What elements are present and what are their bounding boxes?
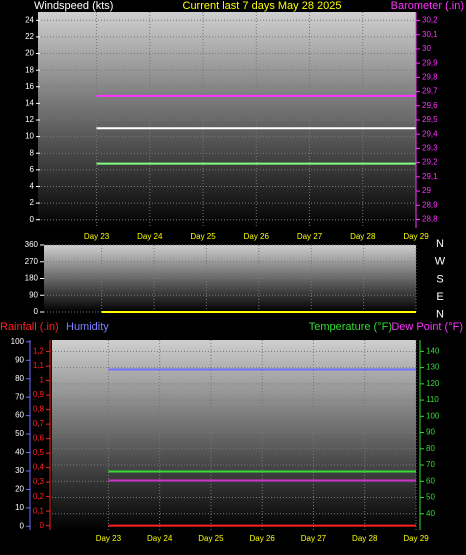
x-tick-label: Day 23 <box>96 534 122 543</box>
tick-label: 4 <box>30 182 35 191</box>
tick-label: 29,3 <box>422 144 438 153</box>
x-tick-label: Day 28 <box>350 232 376 241</box>
x-tick-label: Day 25 <box>198 534 224 543</box>
compass-label: S <box>436 273 443 285</box>
tick-label: 10 <box>15 503 24 512</box>
tick-label: 270 <box>25 257 39 266</box>
barometer-label: Barometer (.in) <box>391 0 464 12</box>
tick-label: 100 <box>11 337 25 346</box>
x-tick-label: Day 26 <box>244 232 270 241</box>
compass-label: W <box>435 256 446 268</box>
tick-label: 28,9 <box>422 200 438 209</box>
x-tick-label: Day 24 <box>147 534 173 543</box>
tick-label: 0,3 <box>33 477 45 486</box>
tick-label: 29,6 <box>422 101 438 110</box>
windspeed-label: Windspeed (kts) <box>34 0 113 12</box>
x-tick-label: Day 25 <box>190 232 216 241</box>
tick-label: 1,1 <box>33 361 45 370</box>
plot-area <box>52 340 416 530</box>
x-tick-label: Day 23 <box>84 232 110 241</box>
tick-label: 18 <box>25 65 34 74</box>
tick-label: 0,1 <box>33 506 45 515</box>
tick-label: 0,6 <box>33 434 45 443</box>
tick-label: 10 <box>25 132 34 141</box>
tick-label: 0,2 <box>33 492 45 501</box>
tick-label: 60 <box>426 476 435 485</box>
tick-label: 0,4 <box>33 463 45 472</box>
tick-label: 140 <box>426 346 440 355</box>
tick-label: 100 <box>426 411 440 420</box>
tick-label: 20 <box>15 485 24 494</box>
humidity-label: Humidity <box>66 321 109 333</box>
tick-label: 1 <box>40 376 45 385</box>
tick-label: 0,5 <box>33 448 45 457</box>
tick-label: 110 <box>426 395 439 404</box>
tick-label: 0 <box>40 521 45 530</box>
tick-label: 60 <box>15 411 24 420</box>
tick-label: 90 <box>29 290 38 299</box>
tick-label: 0,9 <box>33 390 45 399</box>
tick-label: 120 <box>426 379 440 388</box>
tick-label: 40 <box>426 509 435 518</box>
tick-label: 29,5 <box>422 115 438 124</box>
tick-label: 1,2 <box>33 347 45 356</box>
dewpoint-label: Dew Point (°F) <box>391 321 463 333</box>
tick-label: 130 <box>426 363 440 372</box>
tick-label: 29,8 <box>422 72 438 81</box>
tick-label: 30,1 <box>422 30 438 39</box>
tick-label: 30,2 <box>422 16 438 25</box>
tick-label: 30 <box>15 466 24 475</box>
tick-label: 16 <box>25 82 34 91</box>
tick-label: 50 <box>426 493 435 502</box>
tick-label: 29,4 <box>422 129 438 138</box>
chart-title: Current last 7 days May 28 2025 <box>183 0 342 12</box>
x-tick-label: Day 29 <box>403 534 429 543</box>
tick-label: 0 <box>34 307 39 316</box>
tick-label: 6 <box>30 165 35 174</box>
tick-label: 0 <box>30 215 35 224</box>
tick-label: 14 <box>25 98 34 107</box>
tick-label: 2 <box>30 198 35 207</box>
compass-label: N <box>436 309 444 321</box>
x-tick-label: Day 27 <box>301 534 327 543</box>
temperature-label: Temperature (°F) <box>309 321 392 333</box>
tick-label: 40 <box>15 448 24 457</box>
x-tick-label: Day 24 <box>137 232 163 241</box>
tick-label: 20 <box>25 49 34 58</box>
x-tick-label: Day 26 <box>250 534 276 543</box>
tick-label: 29,9 <box>422 58 438 67</box>
tick-label: 0,7 <box>33 419 45 428</box>
tick-label: 360 <box>25 240 39 249</box>
tick-label: 8 <box>30 148 35 157</box>
tick-label: 50 <box>15 429 24 438</box>
compass-label: E <box>436 291 443 303</box>
x-tick-label: Day 28 <box>352 534 378 543</box>
rainfall-label: Rainfall (.in) <box>0 321 59 333</box>
tick-label: 30 <box>422 44 431 53</box>
tick-label: 80 <box>15 374 24 383</box>
tick-label: 90 <box>426 428 435 437</box>
tick-label: 80 <box>426 444 435 453</box>
x-tick-label: Day 27 <box>297 232 323 241</box>
tick-label: 180 <box>25 274 39 283</box>
tick-label: 29,2 <box>422 158 438 167</box>
tick-label: 70 <box>15 392 24 401</box>
tick-label: 28,8 <box>422 215 438 224</box>
tick-label: 22 <box>25 32 34 41</box>
tick-label: 0 <box>20 521 25 530</box>
tick-label: 29,1 <box>422 172 438 181</box>
tick-label: 0,8 <box>33 405 45 414</box>
tick-label: 12 <box>25 115 34 124</box>
x-tick-label: Day 29 <box>403 232 429 241</box>
tick-label: 24 <box>25 15 34 24</box>
tick-label: 90 <box>15 355 24 364</box>
tick-label: 29 <box>422 186 431 195</box>
compass-label: N <box>436 238 444 250</box>
tick-label: 29,7 <box>422 87 438 96</box>
tick-label: 70 <box>426 460 435 469</box>
